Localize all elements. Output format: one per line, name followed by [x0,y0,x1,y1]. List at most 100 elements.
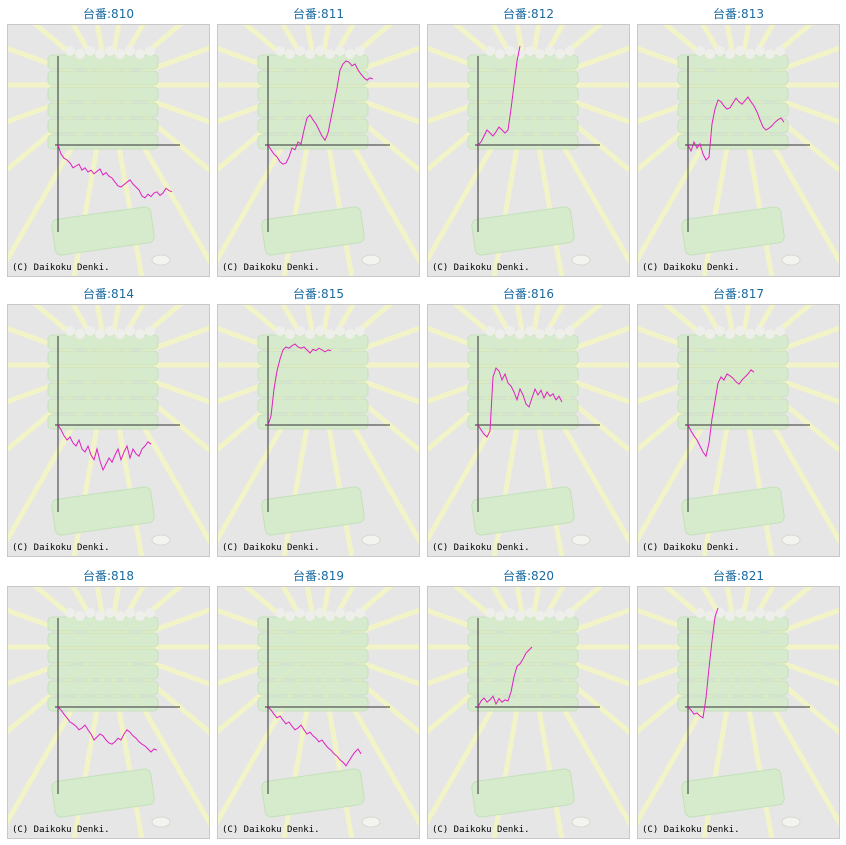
ball-decoration [115,611,125,621]
ball-decoration [315,46,325,56]
chart-frame: (C) Daikoku Denki. [217,24,420,277]
tray-decoration [257,382,369,398]
tray-decoration [467,134,579,150]
ball-decoration [755,326,765,336]
tray-decoration [467,70,579,86]
tray-decoration [467,118,579,134]
chart-svg [638,25,839,276]
tray-decoration [467,350,579,366]
series-line [687,96,785,161]
coin-decoration [151,534,171,546]
ball-decoration [115,329,125,339]
tray-decoration [47,632,159,648]
coin-decoration [571,254,591,266]
coin-decoration [571,816,591,828]
ball-decoration [145,326,155,336]
tray-decoration [471,768,575,818]
series-line [57,706,158,753]
ball-decoration [485,46,495,56]
ball-decoration [515,49,525,59]
tray-decoration [677,696,789,712]
tray-decoration [677,118,789,134]
ball-decoration [565,608,575,618]
ball-decoration [515,329,525,339]
chart-frame: (C) Daikoku Denki. [637,586,840,839]
ball-decoration [305,329,315,339]
ball-decoration [75,329,85,339]
ball-decoration [565,46,575,56]
ball-decoration [545,608,555,618]
tray-decoration [677,398,789,414]
ball-decoration [765,49,775,59]
tray-decoration [467,648,579,664]
ball-decoration [495,329,505,339]
chart-title[interactable]: 台番:811 [293,7,344,21]
series-line [477,367,563,438]
ball-decoration [705,49,715,59]
tray-decoration [257,102,369,118]
chart-title[interactable]: 台番:820 [503,569,554,583]
chart-frame: (C) Daikoku Denki. [217,586,420,839]
ray-decoration [724,25,741,86]
ball-decoration [65,608,75,618]
chart-title[interactable]: 台番:815 [293,287,344,301]
ball-decoration [555,329,565,339]
ball-decoration [495,49,505,59]
ball-decoration [285,49,295,59]
tray-decoration [261,768,365,818]
tray-decoration [47,102,159,118]
chart-title[interactable]: 台番:813 [713,7,764,21]
ball-decoration [705,329,715,339]
series-line [267,343,332,426]
coin-decoration [151,816,171,828]
chart-title[interactable]: 台番:818 [83,569,134,583]
ball-decoration [85,608,95,618]
tray-decoration [677,648,789,664]
tray-decoration [677,414,789,430]
ball-decoration [735,608,745,618]
ball-decoration [745,611,755,621]
ball-decoration [85,46,95,56]
ball-decoration [775,46,785,56]
copyright-text: (C) Daikoku Denki. [642,543,740,553]
ball-decoration [345,329,355,339]
ball-decoration [355,46,365,56]
ball-decoration [95,611,105,621]
coin-decoration [361,254,381,266]
tray-decoration [677,102,789,118]
ball-decoration [335,608,345,618]
chart-title[interactable]: 台番:821 [713,569,764,583]
chart-svg [8,305,209,556]
ball-decoration [775,326,785,336]
chart-title[interactable]: 台番:816 [503,287,554,301]
tray-decoration [467,664,579,680]
coin-decoration [781,816,801,828]
chart-svg [218,587,419,838]
tray-decoration [257,680,369,696]
chart-title[interactable]: 台番:817 [713,287,764,301]
ray-decoration [304,587,321,648]
ball-decoration [535,611,545,621]
ball-decoration [75,611,85,621]
ball-decoration [545,326,555,336]
ball-decoration [555,49,565,59]
tray-decoration [261,206,365,256]
chart-title[interactable]: 台番:812 [503,7,554,21]
chart-title[interactable]: 台番:814 [83,287,134,301]
tray-decoration [681,206,785,256]
tray-decoration [47,86,159,102]
copyright-text: (C) Daikoku Denki. [642,825,740,835]
chart-title[interactable]: 台番:810 [83,7,134,21]
ball-decoration [295,326,305,336]
ray-decoration [304,305,321,366]
tray-decoration [257,366,369,382]
tray-decoration [681,768,785,818]
coin-decoration [361,534,381,546]
chart-title[interactable]: 台番:819 [293,569,344,583]
ball-decoration [305,49,315,59]
tray-decoration [47,134,159,150]
tray-decoration [257,414,369,430]
ball-decoration [715,326,725,336]
ball-decoration [535,329,545,339]
ball-decoration [355,608,365,618]
